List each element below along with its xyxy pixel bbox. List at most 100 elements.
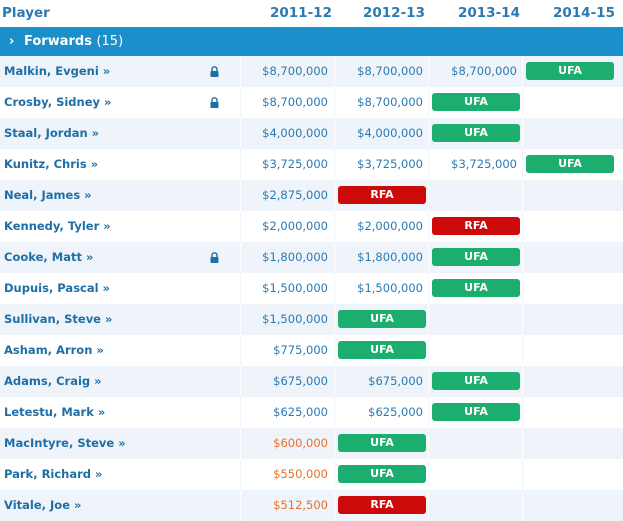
salary-cell: $675,000: [273, 374, 328, 388]
salary-cell: $2,000,000: [357, 219, 423, 233]
rfa-status-badge: RFA: [338, 186, 426, 204]
column-divider: [334, 397, 335, 428]
column-header-season-2[interactable]: 2012-13: [363, 5, 425, 21]
table-row: Staal, Jordan » $4,000,000 $4,000,000 UFA: [0, 118, 623, 149]
column-divider: [522, 149, 523, 180]
ufa-status-badge: UFA: [432, 279, 520, 297]
player-name-link[interactable]: Neal, James »: [4, 188, 92, 202]
column-divider: [334, 211, 335, 242]
player-name-link[interactable]: Staal, Jordan »: [4, 126, 100, 140]
ufa-status-badge: UFA: [432, 124, 520, 142]
player-name-link[interactable]: Adams, Craig »: [4, 374, 102, 388]
column-divider: [240, 242, 241, 273]
column-divider: [240, 180, 241, 211]
table-row: Neal, James » $2,875,000 RFA: [0, 180, 623, 211]
salary-cell: $1,500,000: [357, 281, 423, 295]
player-name-link[interactable]: Malkin, Evgeni »: [4, 64, 111, 78]
column-header-player[interactable]: Player: [2, 5, 50, 21]
ufa-status-badge: UFA: [526, 62, 614, 80]
column-divider: [428, 149, 429, 180]
salary-cell: $8,700,000: [262, 95, 328, 109]
player-name-link[interactable]: Park, Richard »: [4, 467, 103, 481]
player-name-link[interactable]: Asham, Arron »: [4, 343, 104, 357]
rfa-status-badge: RFA: [338, 496, 426, 514]
column-divider: [240, 428, 241, 459]
ufa-status-badge: UFA: [338, 341, 426, 359]
column-divider: [240, 490, 241, 521]
column-divider: [428, 490, 429, 521]
ufa-status-badge: UFA: [338, 465, 426, 483]
column-divider: [522, 335, 523, 366]
table-row: Crosby, Sidney » $8,700,000 $8,700,000 UFA: [0, 87, 623, 118]
column-divider: [522, 118, 523, 149]
column-header-season-4[interactable]: 2014-15: [553, 5, 615, 21]
table-row: Dupuis, Pascal » $1,500,000 $1,500,000 UFA: [0, 273, 623, 304]
column-divider: [522, 428, 523, 459]
column-divider: [240, 397, 241, 428]
player-name-link[interactable]: Sullivan, Steve »: [4, 312, 113, 326]
player-name-link[interactable]: MacIntyre, Steve »: [4, 436, 126, 450]
group-header-forwards[interactable]: › Forwards (15): [0, 27, 623, 56]
column-divider: [428, 304, 429, 335]
column-divider: [428, 366, 429, 397]
column-divider: [240, 118, 241, 149]
salary-cell: $625,000: [368, 405, 423, 419]
group-count: (15): [96, 34, 124, 49]
column-divider: [334, 335, 335, 366]
salary-cell: $2,875,000: [262, 188, 328, 202]
column-divider: [428, 211, 429, 242]
salary-cell: $2,000,000: [262, 219, 328, 233]
group-label: Forwards (15): [24, 27, 123, 56]
salary-cell: $8,700,000: [451, 64, 517, 78]
player-name-link[interactable]: Kunitz, Chris »: [4, 157, 99, 171]
column-divider: [334, 180, 335, 211]
column-divider: [522, 459, 523, 490]
column-divider: [522, 304, 523, 335]
column-divider: [428, 397, 429, 428]
column-divider: [240, 56, 241, 87]
column-divider: [522, 87, 523, 118]
rfa-status-badge: RFA: [432, 217, 520, 235]
column-divider: [240, 366, 241, 397]
ufa-status-badge: UFA: [432, 93, 520, 111]
salary-cell: $1,500,000: [262, 312, 328, 326]
lock-icon: [210, 252, 219, 263]
salary-cell: $3,725,000: [451, 157, 517, 171]
column-divider: [522, 490, 523, 521]
ufa-status-badge: UFA: [432, 403, 520, 421]
column-divider: [522, 273, 523, 304]
salary-cell: $3,725,000: [262, 157, 328, 171]
column-divider: [334, 242, 335, 273]
column-divider: [428, 56, 429, 87]
column-header-season-1[interactable]: 2011-12: [270, 5, 332, 21]
ufa-status-badge: UFA: [526, 155, 614, 173]
salary-cell: $4,000,000: [357, 126, 423, 140]
table-row: Park, Richard » $550,000 UFA: [0, 459, 623, 490]
column-divider: [428, 459, 429, 490]
column-divider: [522, 242, 523, 273]
player-name-link[interactable]: Letestu, Mark »: [4, 405, 106, 419]
salary-cell: $8,700,000: [357, 64, 423, 78]
lock-icon: [210, 97, 219, 108]
player-name-link[interactable]: Cooke, Matt »: [4, 250, 94, 264]
player-rows: Malkin, Evgeni » $8,700,000 $8,700,000 $8,7…: [0, 56, 623, 521]
salary-cell: $4,000,000: [262, 126, 328, 140]
player-name-link[interactable]: Crosby, Sidney »: [4, 95, 112, 109]
ufa-status-badge: UFA: [432, 248, 520, 266]
column-divider: [334, 366, 335, 397]
ufa-status-badge: UFA: [338, 434, 426, 452]
table-row: Cooke, Matt » $1,800,000 $1,800,000 UFA: [0, 242, 623, 273]
column-divider: [240, 459, 241, 490]
column-divider: [334, 118, 335, 149]
column-divider: [334, 459, 335, 490]
player-name-link[interactable]: Dupuis, Pascal »: [4, 281, 110, 295]
table-row: MacIntyre, Steve » $600,000 UFA: [0, 428, 623, 459]
column-divider: [240, 273, 241, 304]
column-divider: [334, 490, 335, 521]
salary-cell: $600,000: [273, 436, 328, 450]
player-name-link[interactable]: Vitale, Joe »: [4, 498, 82, 512]
column-header-season-3[interactable]: 2013-14: [458, 5, 520, 21]
ufa-status-badge: UFA: [432, 372, 520, 390]
player-name-link[interactable]: Kennedy, Tyler »: [4, 219, 111, 233]
